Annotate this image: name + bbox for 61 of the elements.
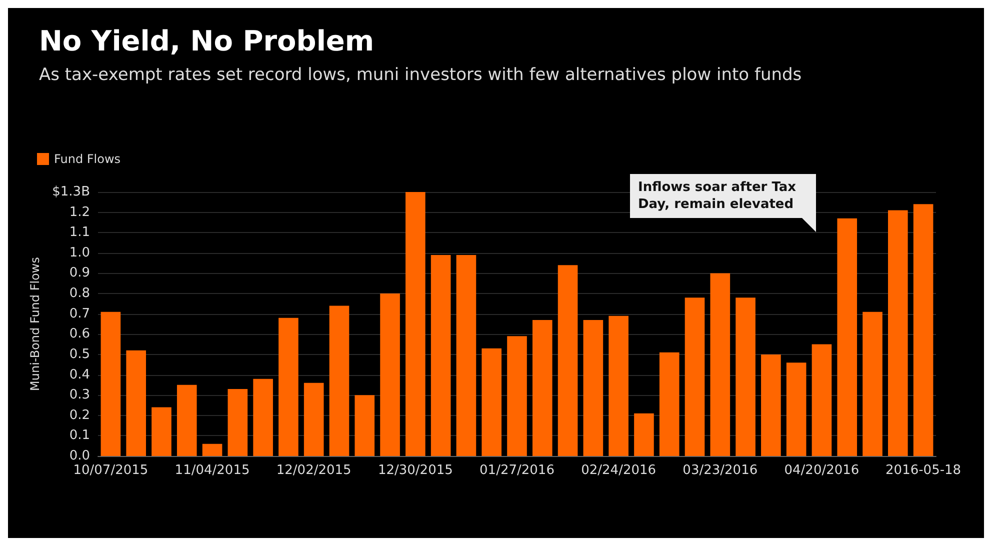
x-tick-label: 12/02/2015	[276, 463, 352, 478]
bar	[100, 312, 121, 456]
bar	[659, 352, 680, 456]
x-tick-label: 10/07/2015	[73, 463, 148, 478]
bar	[608, 316, 628, 456]
y-tick-label: 0.6	[69, 326, 90, 342]
bar	[786, 362, 806, 456]
bar	[406, 192, 426, 456]
bar	[532, 320, 552, 456]
y-tick-label: 0.8	[69, 286, 90, 302]
x-tick-label: 11/04/2015	[174, 463, 250, 478]
bar	[507, 336, 527, 456]
bar	[684, 298, 705, 456]
bar	[634, 413, 654, 456]
bar	[913, 204, 934, 456]
y-tick-label: 0.5	[69, 346, 90, 362]
bar	[736, 298, 756, 456]
chart-subtitle: As tax-exempt rates set record lows, muni investors with few alternatives plow into funds	[39, 65, 802, 85]
y-tick-label: 0.7	[69, 306, 90, 322]
bar	[304, 382, 324, 456]
y-tick-label: $1.3B	[52, 184, 90, 200]
bar	[888, 210, 908, 456]
bar	[812, 344, 832, 456]
bar	[558, 265, 578, 456]
y-tick-label: 0.1	[69, 428, 90, 444]
x-tick-label: 12/30/2015	[378, 463, 453, 478]
x-tick-label: 04/20/2016	[784, 463, 860, 478]
x-tick-label: 02/24/2016	[581, 463, 656, 478]
x-tick-label: 2016-05-18	[886, 463, 962, 478]
bar	[380, 294, 400, 456]
bar	[329, 306, 350, 456]
y-tick-label: 0.9	[69, 266, 90, 281]
bar	[862, 312, 882, 456]
bar	[456, 254, 476, 456]
bar	[152, 407, 172, 456]
bar	[228, 388, 248, 456]
y-tick-label: 0.3	[69, 388, 90, 403]
y-tick-label: 0.0	[69, 448, 90, 464]
y-tick-label: 0.4	[69, 367, 90, 382]
y-tick-label: 1.0	[69, 245, 90, 260]
bar	[583, 320, 604, 456]
bar	[837, 218, 858, 456]
bar	[761, 354, 781, 456]
bar	[278, 318, 298, 456]
y-tick-label: 1.2	[69, 204, 90, 220]
bar	[126, 350, 146, 456]
bar	[354, 395, 375, 456]
legend-label: Fund Flows	[54, 152, 121, 166]
annotation: Inflows soar after Tax Day, remain elevated	[630, 174, 816, 218]
bar	[202, 444, 222, 456]
y-tick-label: 0.2	[69, 408, 90, 423]
y-axis-title: Muni-Bond Fund Flows	[28, 257, 42, 391]
bar	[176, 384, 197, 456]
bar	[710, 273, 730, 456]
bar	[253, 378, 273, 456]
x-tick-label: 01/27/2016	[480, 463, 554, 478]
bar	[482, 348, 502, 456]
y-tick-label: 1.1	[69, 225, 90, 240]
chart-title: No Yield, No Problem	[39, 24, 374, 58]
x-tick-label: 03/23/2016	[682, 463, 758, 478]
bar	[430, 254, 451, 456]
